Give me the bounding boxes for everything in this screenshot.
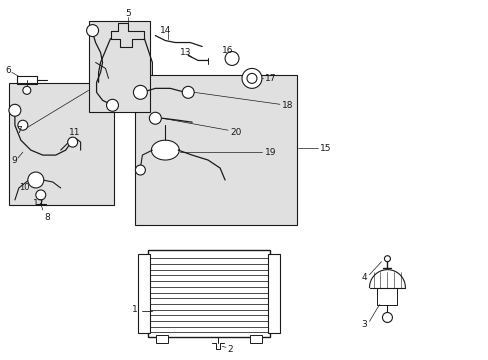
Circle shape [242,68,262,88]
Circle shape [23,86,31,94]
Bar [148,250,269,337]
Bar [138,254,150,333]
Circle shape [182,86,194,98]
Circle shape [106,99,118,111]
Text: 2: 2 [226,345,232,354]
Bar [249,336,262,343]
Bar [267,254,279,333]
Text: 6: 6 [5,66,11,75]
Text: 20: 20 [229,128,241,137]
Text: 11: 11 [68,128,80,137]
Text: 12: 12 [33,199,44,208]
Circle shape [28,172,44,188]
Circle shape [224,51,239,66]
Circle shape [9,104,21,116]
Text: 18: 18 [281,101,293,110]
Circle shape [384,256,389,262]
Circle shape [133,85,147,99]
Text: 14: 14 [160,26,171,35]
Text: 19: 19 [264,148,276,157]
Text: 7: 7 [16,126,21,135]
Text: 15: 15 [319,144,330,153]
Text: 3: 3 [361,320,367,329]
Circle shape [135,165,145,175]
Polygon shape [151,140,179,160]
Bar [88,21,150,112]
Text: 8: 8 [44,213,50,222]
Circle shape [149,112,161,124]
Text: 17: 17 [264,74,276,83]
Circle shape [246,73,256,84]
Bar [9,84,113,205]
Circle shape [36,190,46,200]
Circle shape [382,312,392,323]
Bar [135,75,296,225]
Text: 1: 1 [131,305,137,314]
Text: 13: 13 [180,48,191,57]
Polygon shape [369,270,405,288]
Circle shape [18,120,28,130]
Text: 5: 5 [125,9,131,18]
Text: 9: 9 [11,156,17,165]
Text: 16: 16 [222,46,233,55]
Bar [156,336,168,343]
Circle shape [86,24,99,37]
Text: 4: 4 [361,273,367,282]
Circle shape [67,137,78,147]
Text: 10: 10 [19,184,29,193]
